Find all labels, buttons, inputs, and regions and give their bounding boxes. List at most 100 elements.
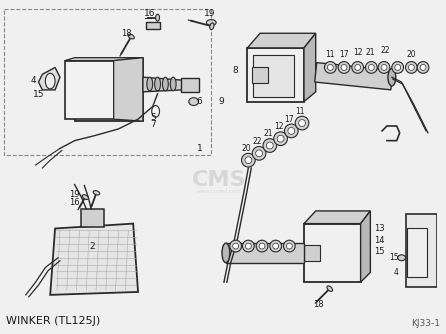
Ellipse shape (156, 14, 160, 21)
Ellipse shape (295, 116, 309, 130)
Polygon shape (253, 55, 294, 97)
Ellipse shape (285, 124, 298, 138)
Text: 19: 19 (203, 9, 215, 18)
Polygon shape (82, 209, 104, 226)
Ellipse shape (388, 68, 396, 86)
Ellipse shape (147, 77, 153, 91)
Ellipse shape (152, 106, 160, 117)
Ellipse shape (327, 64, 333, 70)
Text: CMS: CMS (192, 170, 246, 190)
Text: 15: 15 (374, 247, 385, 257)
Bar (252, 67, 268, 83)
Text: 14: 14 (374, 236, 385, 245)
Text: KJ33-1: KJ33-1 (411, 319, 440, 328)
Ellipse shape (341, 64, 347, 70)
Ellipse shape (277, 135, 284, 142)
Ellipse shape (245, 243, 251, 249)
Text: 21: 21 (366, 48, 375, 57)
Ellipse shape (189, 98, 198, 106)
Text: 12: 12 (353, 48, 363, 57)
Text: 9: 9 (218, 97, 224, 106)
Ellipse shape (378, 61, 390, 73)
Ellipse shape (263, 139, 277, 152)
Ellipse shape (284, 240, 295, 252)
Text: WINKER (TL125J): WINKER (TL125J) (6, 316, 100, 326)
Ellipse shape (93, 191, 100, 195)
Polygon shape (143, 77, 182, 92)
Text: 15: 15 (389, 253, 399, 262)
Ellipse shape (206, 20, 216, 25)
Polygon shape (65, 58, 143, 60)
Text: 7: 7 (150, 120, 156, 129)
Text: 4: 4 (394, 268, 399, 277)
Text: 19: 19 (69, 190, 80, 199)
Ellipse shape (162, 77, 168, 91)
Polygon shape (408, 228, 427, 277)
Polygon shape (406, 214, 437, 287)
Bar (304, 245, 320, 261)
Polygon shape (38, 67, 60, 90)
Ellipse shape (381, 64, 387, 70)
Ellipse shape (286, 243, 292, 249)
Polygon shape (74, 58, 143, 121)
Ellipse shape (128, 34, 134, 39)
Text: 18: 18 (314, 300, 324, 309)
Ellipse shape (338, 61, 350, 73)
Text: 13: 13 (374, 224, 385, 233)
Ellipse shape (243, 240, 254, 252)
Polygon shape (114, 58, 143, 121)
Polygon shape (248, 33, 316, 48)
Ellipse shape (170, 77, 176, 91)
Text: 15: 15 (33, 90, 44, 99)
Ellipse shape (266, 142, 273, 149)
Ellipse shape (45, 73, 55, 89)
Polygon shape (226, 243, 304, 263)
Ellipse shape (222, 243, 230, 263)
Ellipse shape (259, 243, 265, 249)
Text: 1: 1 (197, 144, 202, 153)
Ellipse shape (210, 23, 214, 30)
Ellipse shape (405, 61, 417, 73)
Bar (181, 78, 198, 92)
Ellipse shape (245, 157, 252, 164)
Text: 12: 12 (274, 123, 283, 132)
Ellipse shape (325, 61, 336, 73)
Ellipse shape (395, 64, 401, 70)
Ellipse shape (398, 255, 405, 261)
Ellipse shape (355, 64, 361, 70)
Ellipse shape (299, 120, 306, 127)
Ellipse shape (392, 61, 404, 73)
Ellipse shape (365, 61, 377, 73)
Ellipse shape (82, 195, 88, 199)
Ellipse shape (230, 240, 242, 252)
Text: 20: 20 (242, 144, 251, 153)
Ellipse shape (417, 61, 429, 73)
Bar (146, 22, 160, 29)
Text: 6: 6 (197, 97, 202, 106)
Polygon shape (304, 211, 370, 224)
Text: 21: 21 (263, 129, 273, 138)
Ellipse shape (352, 61, 363, 73)
Polygon shape (304, 224, 361, 282)
Polygon shape (361, 211, 370, 282)
Ellipse shape (420, 64, 426, 70)
Text: 8: 8 (233, 66, 239, 75)
Ellipse shape (270, 240, 281, 252)
Ellipse shape (274, 132, 287, 146)
Text: www.cmsnl.com: www.cmsnl.com (197, 189, 241, 194)
Ellipse shape (233, 243, 239, 249)
Text: 11: 11 (326, 50, 335, 59)
Text: 17: 17 (285, 115, 294, 124)
Ellipse shape (252, 147, 266, 160)
Text: 17: 17 (339, 50, 349, 59)
Polygon shape (304, 33, 316, 102)
Text: 18: 18 (121, 29, 132, 38)
Ellipse shape (288, 128, 295, 134)
Ellipse shape (273, 243, 279, 249)
Polygon shape (248, 48, 304, 102)
Text: 16: 16 (144, 9, 156, 18)
Polygon shape (50, 224, 138, 295)
Ellipse shape (327, 286, 333, 292)
Ellipse shape (409, 64, 414, 70)
Text: 5: 5 (150, 113, 156, 122)
